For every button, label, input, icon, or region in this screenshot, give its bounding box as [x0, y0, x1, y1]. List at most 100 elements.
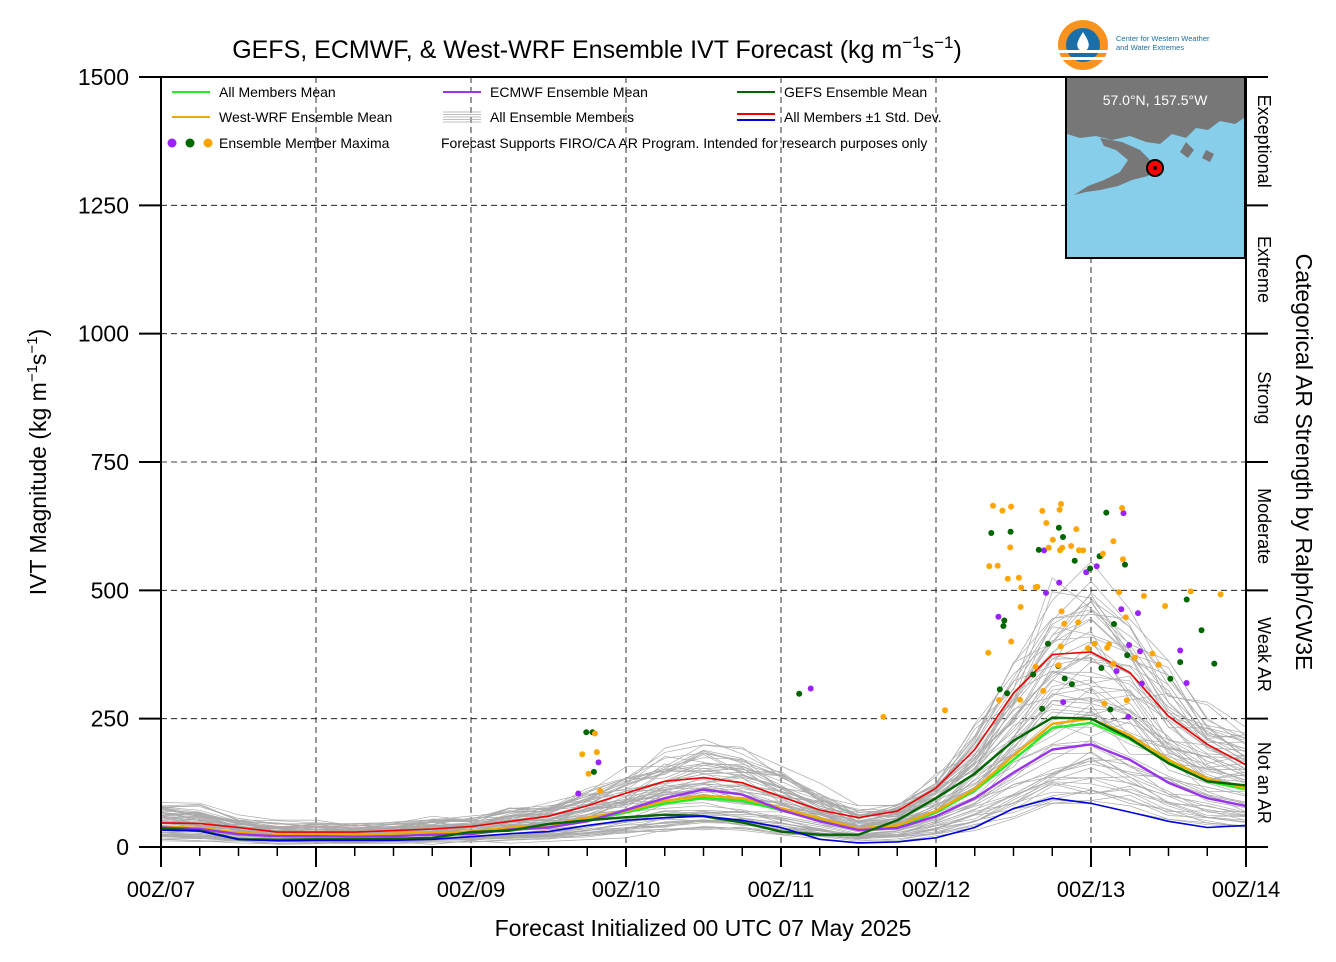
y-axis-label: IVT Magnitude (kg m−1s−1): [24, 329, 51, 595]
series-wrf-mean: [160, 717, 1247, 837]
maxima-point: [1083, 569, 1090, 576]
x-tick-label: 00Z/12: [902, 877, 971, 902]
maxima-point: [1131, 654, 1138, 661]
category-label: Moderate: [1254, 488, 1274, 564]
maxima-point: [1122, 561, 1128, 568]
maxima-point: [1000, 623, 1007, 629]
maxima-point: [1018, 584, 1025, 591]
maxima-point: [796, 690, 803, 697]
legend-all-mean: All Members Mean: [219, 84, 336, 100]
ensemble-member-line: [160, 642, 1247, 834]
y-tick-label: 250: [91, 706, 129, 732]
legend-all-members: All Ensemble Members: [490, 109, 634, 125]
maxima-point: [1177, 647, 1184, 654]
maxima-point: [1060, 699, 1067, 706]
maxima-point: [1084, 645, 1091, 652]
maxima-point: [1091, 640, 1098, 647]
category-label: Not an AR: [1254, 742, 1274, 824]
maxima-point: [1016, 696, 1023, 703]
y-tick-label: 0: [116, 834, 129, 860]
maxima-point: [1122, 614, 1129, 621]
maxima-point: [1045, 640, 1051, 647]
ensemble-member-line: [160, 609, 1247, 831]
maxima-point: [1103, 509, 1110, 516]
legend-std-dev: All Members ±1 Std. Dev.: [784, 109, 942, 125]
ensemble-member-line: [160, 653, 1247, 832]
x-axis-label: Forecast Initialized 00 UTC 07 May 2025: [495, 915, 912, 941]
maxima-point: [1135, 610, 1141, 617]
maxima-point: [1123, 697, 1130, 704]
maxima-point: [1058, 501, 1064, 507]
maxima-point: [1057, 547, 1063, 554]
maxima-point: [1093, 563, 1100, 570]
maxima-point: [1183, 680, 1190, 686]
x-tick-label: 00Z/11: [748, 877, 815, 902]
category-label: Strong: [1254, 371, 1274, 424]
x-tick-label: 00Z/08: [282, 877, 351, 902]
maxima-point: [1137, 648, 1143, 655]
maxima-point: [1098, 665, 1105, 671]
maxima-point: [807, 685, 814, 692]
maxima-point: [1080, 547, 1087, 554]
category-axis: Not an AR Weak AR Moderate Strong Extreme Exc…: [1245, 76, 1274, 848]
maxima-point: [1039, 507, 1046, 514]
x-tick-label: 00Z/13: [1057, 877, 1126, 902]
maxima-point: [990, 502, 996, 509]
legend-wrf-mean: West-WRF Ensemble Mean: [219, 109, 392, 125]
maxima-point: [575, 790, 582, 797]
maxima-point: [1043, 520, 1050, 526]
ensemble-member-line: [160, 802, 1247, 845]
series-ecmwf-mean: [160, 743, 1247, 838]
maxima-point: [1101, 700, 1108, 707]
maxima-point: [1055, 662, 1062, 669]
ensemble-member-line: [160, 675, 1247, 832]
category-label: Extreme: [1254, 236, 1274, 303]
maxima-point: [1032, 663, 1039, 670]
maxima-point: [1119, 505, 1126, 511]
mean-series-lines: [160, 651, 1247, 844]
maxima-point: [1118, 606, 1125, 613]
maxima-point: [595, 759, 602, 766]
maxima-point: [1041, 547, 1048, 554]
ensemble-member-line: [160, 560, 1247, 827]
x-tick-label: 00Z/14: [1212, 877, 1281, 902]
maxima-point: [985, 649, 992, 656]
maxima-point: [1043, 589, 1049, 596]
ensemble-member-line: [160, 794, 1247, 845]
maxima-point: [942, 707, 948, 714]
maxima-point: [1071, 557, 1078, 564]
y-tick-label: 500: [91, 577, 129, 603]
maxima-point: [1057, 643, 1064, 650]
maxima-point: [585, 770, 592, 777]
maxima-point: [1138, 680, 1145, 687]
ensemble-maxima-points: [575, 501, 1224, 797]
maxima-point: [1061, 620, 1068, 627]
maxima-point: [1032, 584, 1039, 591]
logo-text-2: and Water Extremes: [1116, 43, 1184, 52]
x-tick-label: 00Z/07: [127, 877, 196, 902]
ensemble-member-line: [160, 800, 1247, 843]
maxima-point: [1187, 588, 1194, 595]
maxima-point: [1058, 608, 1065, 615]
x-axis: 00Z/07 00Z/08 00Z/09 00Z/10 00Z/11 00Z/12 00Z/…: [127, 847, 1281, 902]
maxima-point: [996, 686, 1003, 693]
legend-ecmwf-mean: ECMWF Ensemble Mean: [490, 84, 648, 100]
ensemble-member-line: [160, 670, 1247, 833]
maxima-point: [1040, 687, 1047, 694]
maxima-point: [1211, 660, 1218, 667]
maxima-point: [1061, 675, 1068, 682]
maxima-point: [1068, 681, 1075, 688]
maxima-point: [1183, 596, 1190, 603]
maxima-point: [1055, 524, 1062, 531]
x-tick-label: 00Z/09: [437, 877, 506, 902]
maxima-point: [1087, 565, 1094, 572]
maxima-point: [1120, 510, 1127, 517]
ensemble-member-line: [160, 704, 1247, 835]
maxima-point: [592, 730, 598, 737]
maxima-point: [1110, 660, 1117, 667]
ensemble-member-line: [160, 653, 1247, 834]
ensemble-member-line: [160, 619, 1247, 828]
maxima-point: [1060, 534, 1066, 540]
maxima-point: [1004, 690, 1011, 697]
maxima-point: [1056, 506, 1063, 513]
